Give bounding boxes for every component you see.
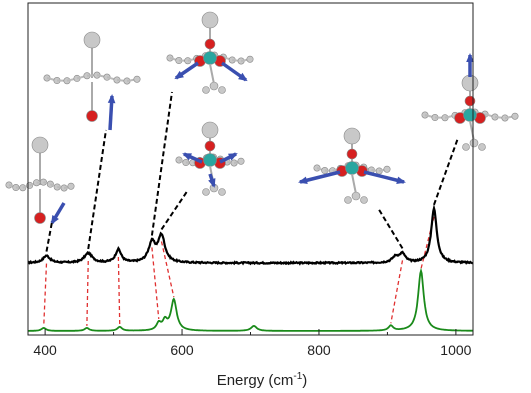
x-tick-label: 1000	[440, 342, 471, 358]
x-axis-title: Energy (cm-1)	[217, 371, 308, 389]
calc-link-2	[117, 256, 121, 325]
atom	[83, 31, 101, 49]
mode-link-0	[45, 221, 53, 252]
mode-arrow-head	[298, 176, 308, 185]
atom	[351, 191, 361, 201]
atom	[202, 188, 210, 196]
trace-calculated	[28, 267, 473, 332]
atom	[133, 75, 141, 83]
atom	[203, 51, 217, 65]
mode-arrow-head	[50, 215, 59, 225]
atom	[218, 188, 226, 196]
atom	[209, 81, 219, 91]
x-tick-label: 600	[170, 342, 194, 358]
calc-link-4	[160, 241, 175, 298]
bond	[351, 173, 357, 195]
mode-link-1	[87, 129, 107, 250]
calc-link-0	[43, 263, 48, 326]
mode-illustration	[421, 53, 519, 151]
plot-frame	[27, 2, 474, 336]
mode-arrow-head	[107, 94, 116, 104]
atom	[204, 38, 216, 50]
x-tick-label: 400	[33, 342, 57, 358]
mode-link-3	[160, 189, 189, 231]
bond	[209, 63, 215, 85]
atom	[86, 110, 98, 122]
atom	[344, 196, 352, 204]
calc-link-3	[151, 247, 160, 320]
atom	[469, 138, 479, 148]
atom	[201, 11, 219, 29]
x-axis-title-sup: -1	[293, 371, 302, 382]
atom	[202, 86, 210, 94]
calc-link-1	[86, 260, 89, 326]
mode-arrow-head	[174, 70, 184, 80]
mode-illustration	[175, 121, 245, 196]
atom	[345, 161, 359, 175]
atom	[218, 86, 226, 94]
atom	[204, 140, 216, 152]
mode-illustration	[5, 136, 75, 225]
mode-arrow-head	[396, 176, 406, 185]
atom	[462, 143, 470, 151]
atom	[343, 127, 361, 145]
mode-illustrations	[5, 11, 519, 225]
mode-arrow-head	[238, 72, 248, 82]
atom	[203, 153, 217, 167]
x-tick-label: 800	[307, 342, 331, 358]
mode-link-2	[150, 91, 173, 236]
atom	[360, 196, 368, 204]
atom	[346, 148, 358, 160]
atom	[67, 182, 75, 190]
trace-experimental	[27, 203, 473, 266]
mode-illustration	[298, 127, 406, 204]
spectrum-traces	[27, 203, 473, 332]
atom	[461, 74, 479, 92]
atom	[201, 121, 219, 139]
peak-connectors	[43, 91, 459, 326]
mode-illustration	[166, 11, 254, 94]
mode-arrow-head	[182, 153, 192, 161]
calc-link-5	[390, 260, 404, 324]
atom	[478, 143, 486, 151]
x-axis-title-tail: )	[302, 372, 307, 389]
mode-arrow-head	[228, 153, 238, 161]
atom	[31, 136, 49, 154]
atom	[463, 108, 477, 122]
mode-arrow-head	[466, 53, 474, 63]
atom	[34, 212, 46, 224]
mode-illustration	[43, 31, 141, 131]
mode-arrow-head	[208, 178, 216, 188]
x-ticks: 400 600 800 1000	[33, 329, 472, 358]
mode-link-5	[433, 137, 459, 206]
atom	[246, 55, 254, 63]
plot-axes: 400 600 800 1000 Energy (cm-1)	[27, 2, 474, 389]
atom	[383, 165, 391, 173]
atom	[237, 157, 245, 165]
atom	[511, 112, 519, 120]
mode-link-4	[377, 207, 404, 249]
x-axis-title-main: Energy (cm	[217, 372, 294, 389]
